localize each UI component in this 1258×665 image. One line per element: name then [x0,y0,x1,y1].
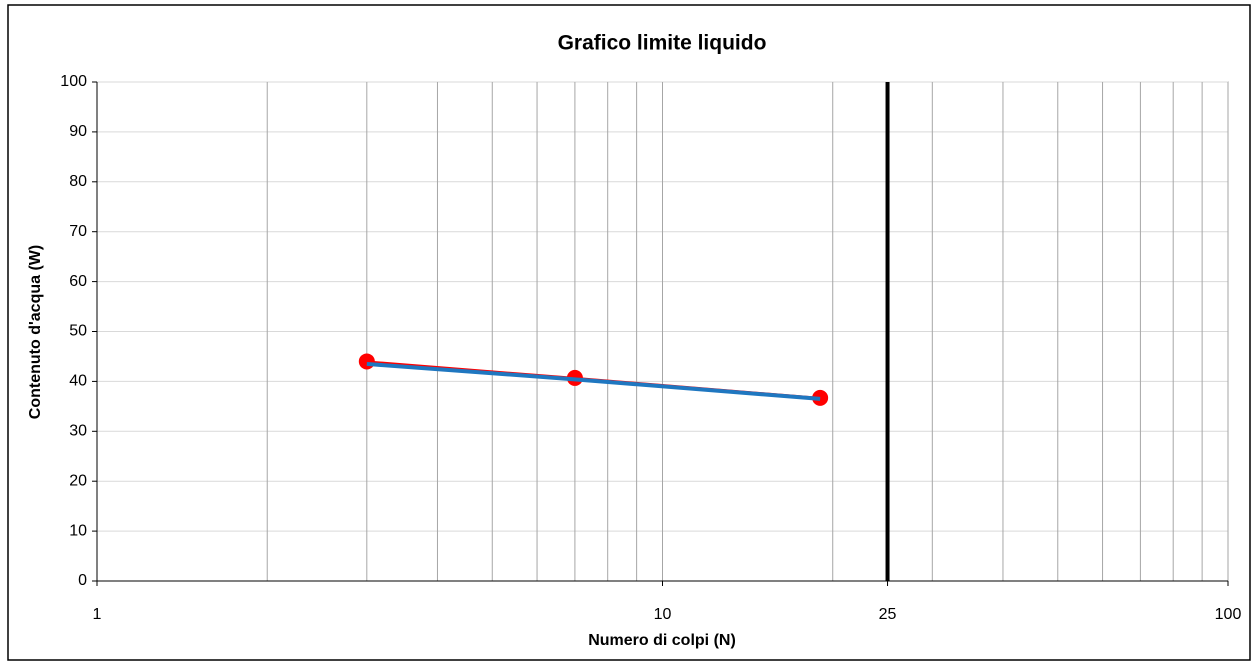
y-tick-label: 30 [69,423,87,440]
y-tick-label: 20 [69,472,87,489]
y-tick-label: 90 [69,123,87,140]
series-line [366,361,821,401]
chart-title: Grafico limite liquido [558,32,767,55]
y-axis-label: Contenuto d'acqua (W) [27,245,44,419]
y-tick-label: 80 [69,173,87,190]
x-tick-label: 25 [879,606,897,623]
y-tick-label: 0 [78,572,87,589]
y-tick-label: 40 [69,373,87,390]
x-tick-label: 100 [1215,606,1242,623]
x-tick-label: 10 [654,606,672,623]
x-axis-label: Numero di colpi (N) [588,632,736,649]
y-tick-label: 100 [60,73,87,90]
y-tick-label: 10 [69,522,87,539]
y-tick-label: 70 [69,223,87,240]
x-tick-label: 1 [93,606,102,623]
y-tick-label: 60 [69,273,87,290]
y-tick-label: 50 [69,323,87,340]
